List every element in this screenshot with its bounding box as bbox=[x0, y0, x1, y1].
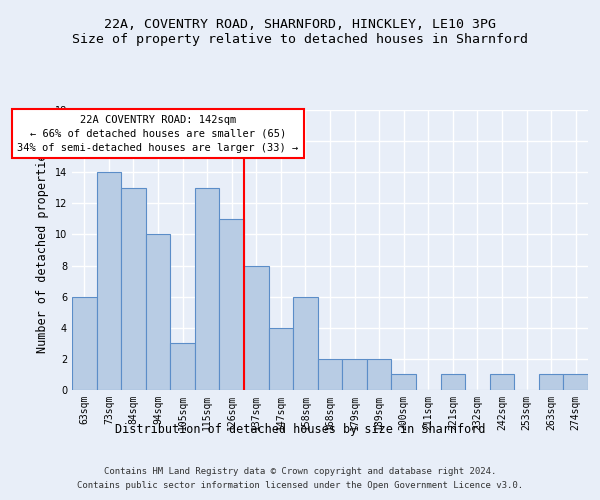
Bar bbox=[391, 374, 416, 390]
Bar bbox=[220, 219, 244, 390]
Bar bbox=[72, 296, 97, 390]
Bar bbox=[293, 296, 318, 390]
Bar bbox=[539, 374, 563, 390]
Text: Size of property relative to detached houses in Sharnford: Size of property relative to detached ho… bbox=[72, 32, 528, 46]
Bar bbox=[563, 374, 588, 390]
Bar bbox=[146, 234, 170, 390]
Text: Distribution of detached houses by size in Sharnford: Distribution of detached houses by size … bbox=[115, 422, 485, 436]
Text: Contains public sector information licensed under the Open Government Licence v3: Contains public sector information licen… bbox=[77, 481, 523, 490]
Text: Contains HM Land Registry data © Crown copyright and database right 2024.: Contains HM Land Registry data © Crown c… bbox=[104, 468, 496, 476]
Bar bbox=[244, 266, 269, 390]
Text: 22A, COVENTRY ROAD, SHARNFORD, HINCKLEY, LE10 3PG: 22A, COVENTRY ROAD, SHARNFORD, HINCKLEY,… bbox=[104, 18, 496, 30]
Bar bbox=[342, 359, 367, 390]
Bar bbox=[170, 344, 195, 390]
Bar bbox=[97, 172, 121, 390]
Bar bbox=[195, 188, 220, 390]
Bar bbox=[121, 188, 146, 390]
Bar bbox=[490, 374, 514, 390]
Bar bbox=[318, 359, 342, 390]
Bar bbox=[440, 374, 465, 390]
Bar bbox=[367, 359, 391, 390]
Y-axis label: Number of detached properties: Number of detached properties bbox=[36, 146, 49, 354]
Text: 22A COVENTRY ROAD: 142sqm
← 66% of detached houses are smaller (65)
34% of semi-: 22A COVENTRY ROAD: 142sqm ← 66% of detac… bbox=[17, 114, 299, 152]
Bar bbox=[269, 328, 293, 390]
